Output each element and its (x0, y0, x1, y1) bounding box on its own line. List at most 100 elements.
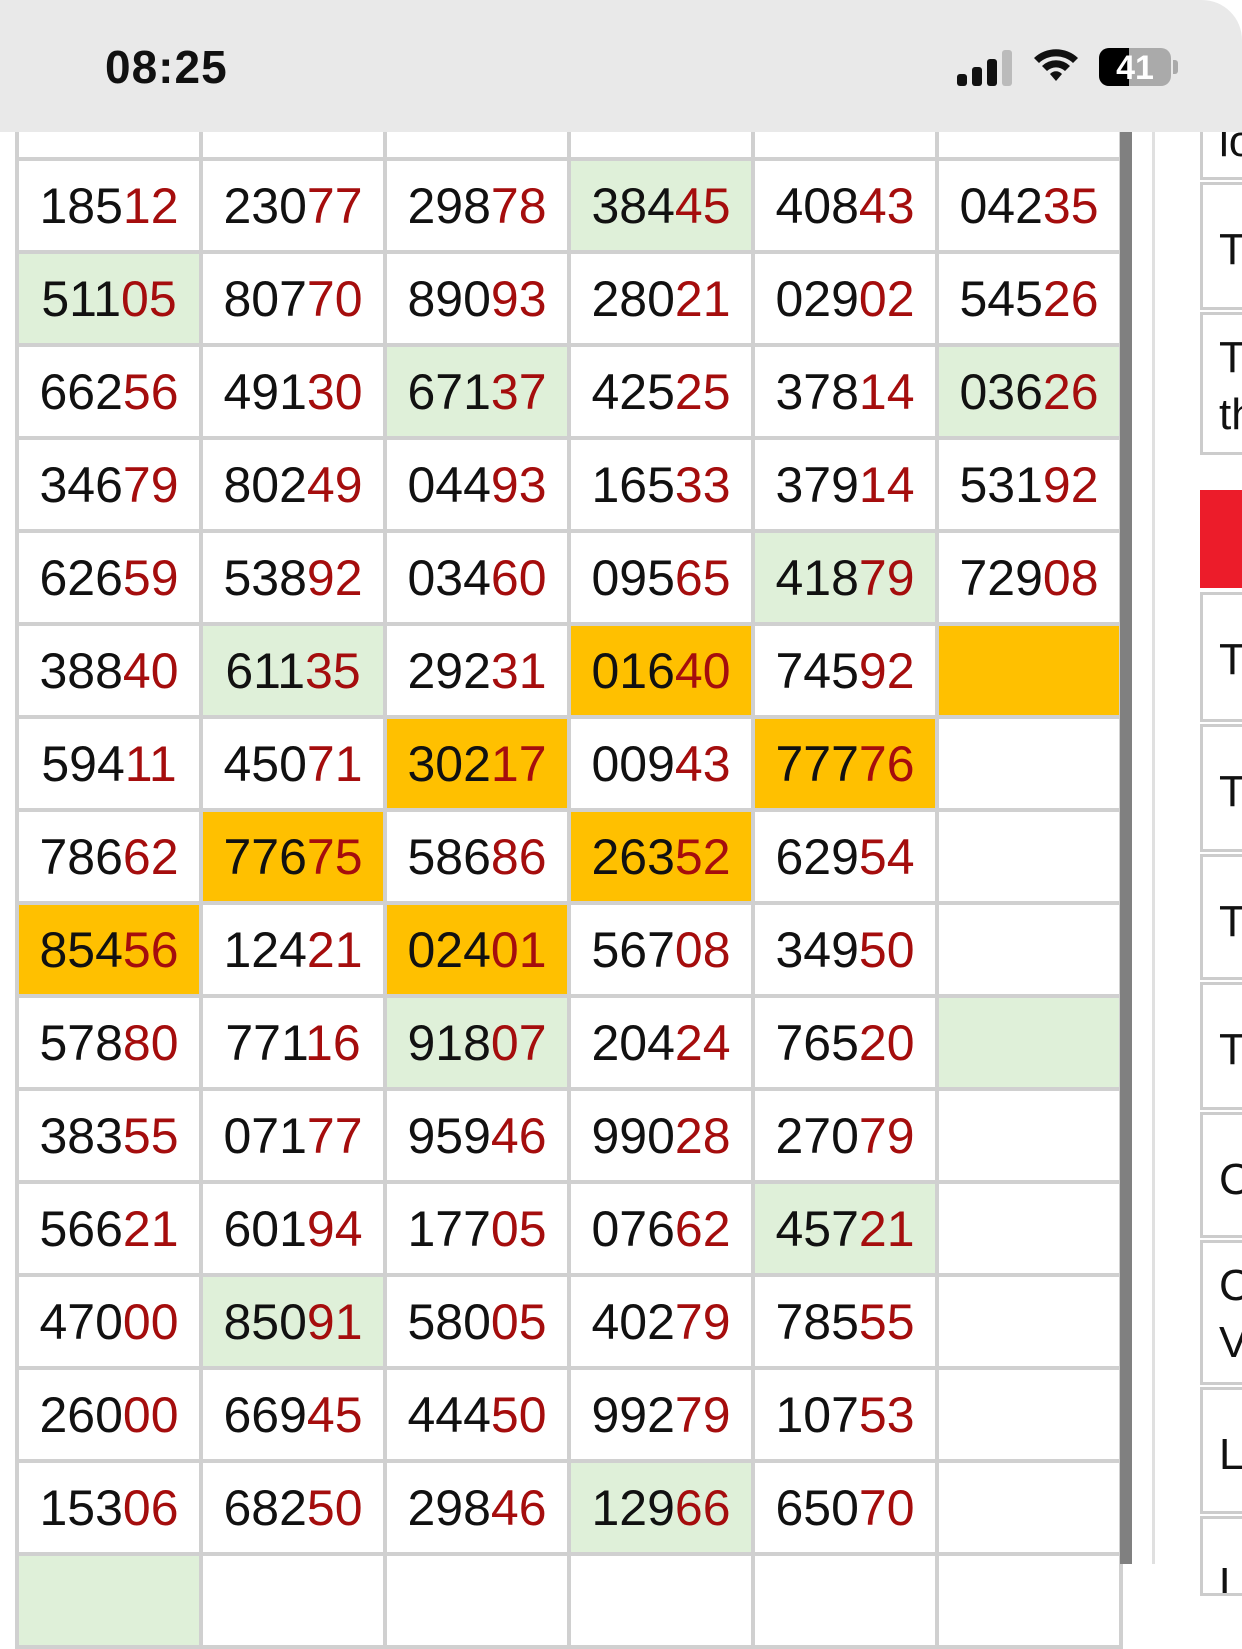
cell-number: 77776 (775, 735, 915, 792)
cell-number-suffix: 93 (490, 456, 547, 513)
cell-number: 17705 (407, 1200, 547, 1257)
cell-number: 00943 (591, 735, 731, 792)
grid-cell: 61135 (199, 622, 387, 719)
cell-number: 41879 (775, 549, 915, 606)
grid-cell (199, 1552, 387, 1649)
grid-cell: 78662 (15, 808, 203, 905)
cell-number-suffix: 77 (306, 177, 363, 234)
clock: 08:25 (105, 41, 228, 93)
grid-cell: 03626 (935, 343, 1123, 440)
cell-number-suffix: 53 (858, 1386, 915, 1443)
cell-number: 26000 (39, 1386, 179, 1443)
table-row: 34679 80249 04493 16533 37914 53192 (15, 436, 1123, 533)
cell-number-suffix: 00 (122, 1293, 179, 1350)
table-row: 38355 07177 95946 99028 27079 (15, 1087, 1123, 1184)
cell-number-suffix: 70 (858, 1479, 915, 1536)
table-row: 59411 45071 30217 00943 77776 (15, 715, 1123, 812)
cell-number-suffix: 56 (122, 363, 179, 420)
grid-cell: 20424 (567, 994, 755, 1091)
cell-number: 57880 (39, 1014, 179, 1071)
cell-number: 54526 (959, 270, 1099, 327)
side-panel-item[interactable]: C V (1200, 1240, 1242, 1385)
grid-cell: 77776 (751, 715, 939, 812)
cell-number-suffix: 79 (674, 1386, 731, 1443)
cell-number-suffix: 92 (858, 642, 915, 699)
cell-number: 56621 (39, 1200, 179, 1257)
side-red-block[interactable] (1200, 490, 1242, 588)
number-grid: 18512 23077 29878 38445 40843 04235 51105 80770… (15, 64, 1123, 1649)
grid-cell: 02401 (383, 901, 571, 998)
grid-cell: 95946 (383, 1087, 571, 1184)
cell-number-suffix: 37 (490, 363, 547, 420)
status-bar: 08:25 41 (0, 0, 1242, 132)
grid-cell (383, 1552, 571, 1649)
cell-number-suffix: 92 (1042, 456, 1099, 513)
side-panel-item[interactable]: T (1200, 982, 1242, 1110)
side-panel-item[interactable]: L (1200, 1516, 1242, 1596)
cell-number-suffix: 60 (490, 549, 547, 606)
cell-number: 12966 (591, 1479, 731, 1536)
cell-number-suffix: 54 (858, 828, 915, 885)
cellular-signal-icon (957, 50, 1012, 86)
cell-number: 91807 (407, 1014, 547, 1071)
cell-number-suffix: 25 (674, 363, 731, 420)
cell-number-suffix: 26 (1042, 270, 1099, 327)
cell-number: 03626 (959, 363, 1099, 420)
cell-number-suffix: 31 (490, 642, 547, 699)
cell-number-suffix: 35 (305, 642, 361, 699)
side-panel-item[interactable]: C (1200, 1112, 1242, 1238)
cell-number: 04235 (959, 177, 1099, 234)
grid-cell (935, 1180, 1123, 1277)
cell-number: 58686 (407, 828, 547, 885)
side-panel-item[interactable]: T th (1200, 312, 1242, 455)
grid-cell: 51105 (15, 250, 203, 347)
cell-number-suffix: 91 (306, 1293, 363, 1350)
grid-cell: 17705 (383, 1180, 571, 1277)
cell-number-suffix: 21 (674, 270, 731, 327)
cell-number: 99279 (591, 1386, 731, 1443)
cell-number: 53892 (223, 549, 363, 606)
table-row (15, 1552, 1123, 1649)
grid-cell: 29878 (383, 157, 571, 254)
scrollbar[interactable] (1120, 132, 1132, 1564)
grid-cell: 60194 (199, 1180, 387, 1277)
cell-number-suffix: 92 (306, 549, 363, 606)
table-row: 57880 77116 91807 20424 76520 (15, 994, 1123, 1091)
cell-number-suffix: 43 (674, 735, 731, 792)
table-row: 38840 61135 29231 01640 74592 (15, 622, 1123, 719)
cell-number-suffix: 17 (490, 735, 547, 792)
side-panel-item[interactable]: T (1200, 182, 1242, 310)
cell-number: 29846 (407, 1479, 547, 1536)
grid-cell: 53192 (935, 436, 1123, 533)
cell-number-suffix: 24 (674, 1014, 731, 1071)
side-panel-item[interactable]: T (1200, 854, 1242, 980)
cell-number-suffix: 21 (306, 921, 363, 978)
grid-cell: 26352 (567, 808, 755, 905)
cell-number: 12421 (223, 921, 363, 978)
cell-number: 85091 (223, 1293, 363, 1350)
cell-number-suffix: 79 (122, 456, 179, 513)
cell-number-suffix: 62 (674, 1200, 731, 1257)
grid-cell: 12966 (567, 1459, 755, 1556)
panel-divider (1152, 132, 1155, 1564)
cell-number: 45721 (775, 1200, 915, 1257)
grid-cell (935, 715, 1123, 812)
cell-number-suffix: 40 (674, 642, 731, 699)
grid-cell: 42525 (567, 343, 755, 440)
grid-cell (935, 1273, 1123, 1370)
grid-cell: 76520 (751, 994, 939, 1091)
cell-number: 18512 (39, 177, 179, 234)
cell-number-suffix: 40 (122, 642, 179, 699)
cell-number-suffix: 78 (490, 177, 547, 234)
cell-number: 02401 (407, 921, 547, 978)
grid-cell: 89093 (383, 250, 571, 347)
side-panel-item[interactable]: L (1200, 1387, 1242, 1514)
cell-number-suffix: 08 (1042, 549, 1099, 606)
side-panel-item[interactable]: T (1200, 592, 1242, 722)
cell-number: 60194 (223, 1200, 363, 1257)
cell-number-suffix: 65 (674, 549, 731, 606)
side-panel-item[interactable]: T (1200, 724, 1242, 852)
battery-level: 41 (1116, 49, 1154, 86)
cell-number: 04493 (407, 456, 547, 513)
cell-number: 85456 (39, 921, 179, 978)
